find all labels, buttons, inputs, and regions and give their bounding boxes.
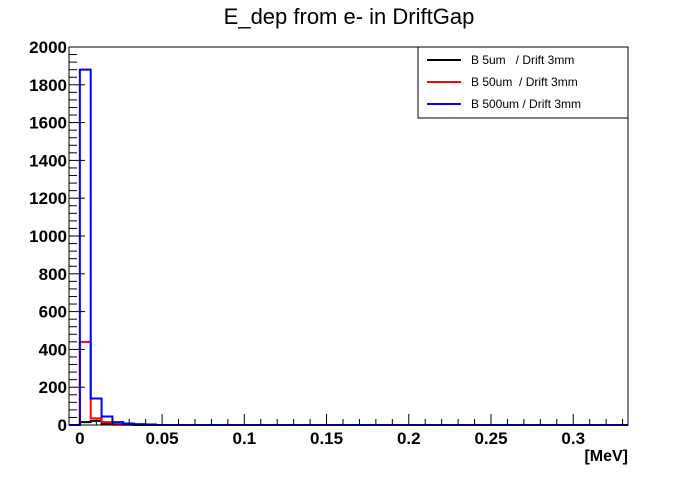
histogram-series-layer <box>69 68 628 426</box>
y-axis: 0 200 400 600 800 1000 1200 1400 1600 1800 2000 <box>29 38 85 435</box>
y-tick-label: 600 <box>39 303 67 322</box>
x-tick-label: 0 <box>75 429 84 448</box>
x-axis: 0 0.05 0.1 0.15 0.2 0.25 0.3 <box>75 414 624 448</box>
y-tick-label: 1000 <box>29 227 67 246</box>
histogram-series-2 <box>69 68 628 426</box>
y-tick-label: 1400 <box>29 151 67 170</box>
x-axis-label: [MeV] <box>584 448 628 465</box>
histogram-series-1 <box>69 340 628 426</box>
x-tick-label: 0.3 <box>561 429 585 448</box>
chart-title: E_dep from e- in DriftGap <box>224 4 475 29</box>
x-tick-label: 0.25 <box>474 429 507 448</box>
legend-label: B 50um / Drift 3mm <box>471 75 578 89</box>
y-tick-label: 0 <box>58 416 67 435</box>
y-tick-label: 1200 <box>29 189 67 208</box>
x-tick-label: 0.2 <box>397 429 421 448</box>
legend-label: B 500um / Drift 3mm <box>471 97 581 111</box>
x-tick-label: 0.05 <box>146 429 179 448</box>
y-tick-label: 1600 <box>29 114 67 133</box>
legend: B 5um / Drift 3mm B 50um / Drift 3mm B 500… <box>417 46 629 119</box>
x-tick-label: 0.15 <box>310 429 343 448</box>
y-tick-label: 400 <box>39 340 67 359</box>
y-tick-label: 200 <box>39 378 67 397</box>
y-tick-label: 800 <box>39 265 67 284</box>
y-tick-label: 2000 <box>29 38 67 57</box>
y-tick-label: 1800 <box>29 76 67 95</box>
legend-label: B 5um / Drift 3mm <box>471 53 574 67</box>
x-tick-label: 0.1 <box>232 429 256 448</box>
